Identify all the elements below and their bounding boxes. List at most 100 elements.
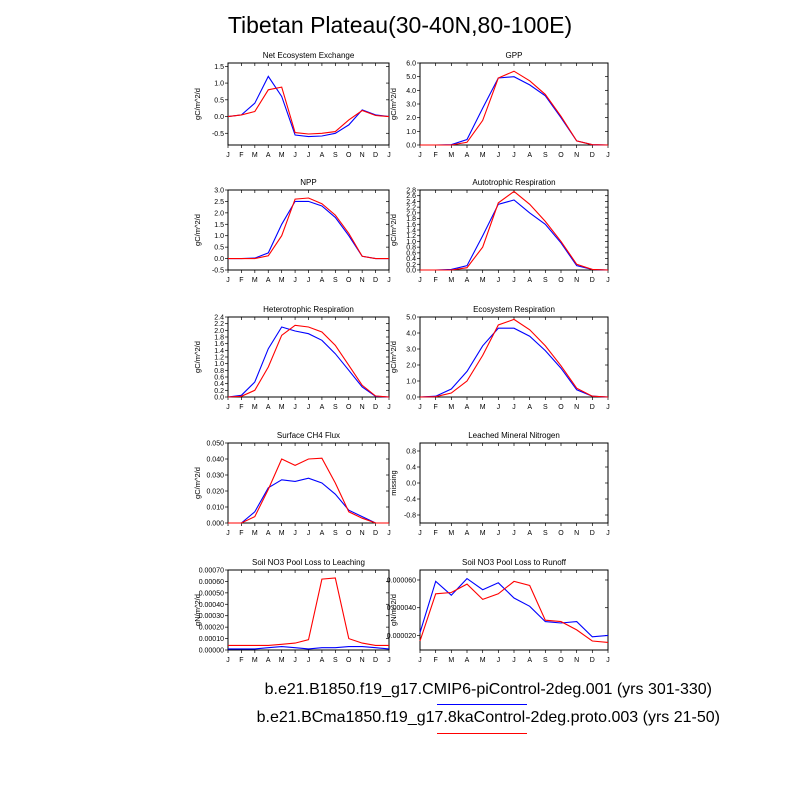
x-tick-label: A (320, 657, 325, 664)
x-tick-label: J (293, 152, 297, 159)
y-axis-label: gC/m^2/d (193, 341, 202, 373)
plot-frame (419, 189, 609, 271)
y-tick-label: 0.0 (406, 481, 416, 488)
y-tick-label: 0.0 (406, 395, 416, 402)
x-tick-label: M (279, 152, 285, 159)
y-tick-label: 1.8 (406, 216, 416, 223)
x-tick-label: S (543, 530, 548, 537)
x-tick-label: N (360, 404, 365, 411)
y-tick-label: 0.4 (406, 256, 416, 263)
y-tick-label: 0.010 (206, 505, 224, 512)
x-tick-label: M (252, 277, 258, 284)
y-tick-label: 0.000060 (387, 577, 416, 584)
series-line-1 (419, 577, 609, 638)
x-tick-label: A (527, 277, 532, 284)
x-tick-label: S (333, 530, 338, 537)
x-tick-label: J (418, 404, 422, 411)
y-tick-label: 0.0 (406, 268, 416, 275)
x-tick-label: J (512, 277, 516, 284)
plot-frame (419, 442, 609, 524)
x-tick-label: S (543, 657, 548, 664)
x-tick-label: J (226, 657, 230, 664)
x-tick-label: J (606, 657, 610, 664)
y-tick-label: 0.00070 (199, 568, 224, 575)
series-line-1 (419, 327, 609, 398)
x-tick-label: S (333, 152, 338, 159)
y-tick-label: 2.0 (406, 210, 416, 217)
plot-frame (419, 62, 609, 146)
chart-panel-9: Soil NO3 Pool Loss to Leaching 0.00070 0.0… (193, 558, 391, 664)
x-tick-label: J (387, 530, 391, 537)
x-tick-label: J (497, 657, 501, 664)
page-title: Tibetan Plateau(30-40N,80-100E) (227, 12, 573, 38)
y-tick-label: 0.00050 (199, 590, 224, 597)
y-tick-label: 1.0 (214, 81, 224, 88)
chart-title: Heterotrophic Respiration (263, 305, 354, 314)
x-tick-label: A (465, 152, 470, 159)
x-tick-label: M (252, 404, 258, 411)
x-tick-label: F (434, 530, 438, 537)
legend-label-2: b.e21.BCma1850.f19_g17.8kaControl-2deg.p… (256, 709, 720, 726)
y-tick-label: -0.5 (212, 268, 224, 275)
y-tick-label: 0.0 (406, 143, 416, 150)
x-tick-label: A (527, 657, 532, 664)
x-tick-label: N (574, 404, 579, 411)
x-tick-label: D (590, 404, 595, 411)
x-tick-label: A (320, 152, 325, 159)
x-tick-label: A (266, 277, 271, 284)
y-axis-label: gC/m^2/d (389, 341, 398, 373)
series-line-1 (420, 199, 609, 271)
x-tick-label: J (293, 404, 297, 411)
x-tick-label: D (590, 277, 595, 284)
x-tick-label: A (465, 277, 470, 284)
x-tick-label: J (387, 152, 391, 159)
y-tick-label: 0.4 (406, 465, 416, 472)
x-tick-label: D (373, 404, 378, 411)
y-tick-label: 2.4 (214, 315, 224, 322)
y-tick-label: 5.0 (406, 74, 416, 81)
series-line-2 (228, 577, 389, 646)
series-line-2 (227, 324, 390, 398)
y-tick-label: 1.2 (214, 355, 224, 362)
x-tick-label: J (387, 657, 391, 664)
series-line-2 (228, 457, 389, 524)
series-line-2 (227, 86, 390, 135)
y-tick-label: 1.6 (214, 341, 224, 348)
x-tick-label: D (373, 277, 378, 284)
chart-panel-5: Heterotrophic Respiration 2.42.22.01.81.6… (193, 305, 391, 411)
chart-title: Net Ecosystem Exchange (263, 51, 355, 60)
y-tick-label: 0.00030 (199, 613, 224, 620)
x-tick-label: M (279, 277, 285, 284)
x-tick-label: J (418, 152, 422, 159)
x-tick-label: M (480, 530, 486, 537)
y-axis-label: gC/m^2/d (389, 214, 398, 246)
x-tick-label: M (480, 152, 486, 159)
y-tick-label: 0.8 (214, 368, 224, 375)
y-tick-label: 0.040 (206, 457, 224, 464)
x-tick-label: J (293, 657, 297, 664)
y-axis-label: gC/m^2/d (389, 88, 398, 120)
y-tick-label: -0.5 (212, 131, 224, 138)
legend-label-1: b.e21.B1850.f19_g17.CMIP6-piControl-2deg… (264, 681, 712, 698)
chart-panel-8: Leached Mineral Nitrogen 0.8 0.4 0.0 -0.4 -0.… (389, 431, 610, 537)
x-tick-label: N (360, 277, 365, 284)
y-tick-label: 6.0 (406, 61, 416, 68)
x-tick-label: J (497, 152, 501, 159)
plot-frame (419, 316, 609, 398)
x-tick-label: M (448, 277, 454, 284)
legend-line-1 (437, 704, 527, 705)
plot-frame (227, 442, 390, 524)
x-tick-label: J (512, 152, 516, 159)
y-tick-label: 1.5 (214, 64, 224, 71)
x-tick-label: A (266, 404, 271, 411)
x-tick-label: M (279, 530, 285, 537)
y-tick-label: 0.00040 (199, 602, 224, 609)
x-tick-label: N (360, 530, 365, 537)
x-tick-label: M (252, 530, 258, 537)
y-tick-label: 0.00060 (199, 579, 224, 586)
x-tick-label: J (418, 530, 422, 537)
y-tick-label: 1.4 (406, 228, 416, 235)
y-tick-label: 1.0 (214, 361, 224, 368)
x-tick-label: N (574, 277, 579, 284)
